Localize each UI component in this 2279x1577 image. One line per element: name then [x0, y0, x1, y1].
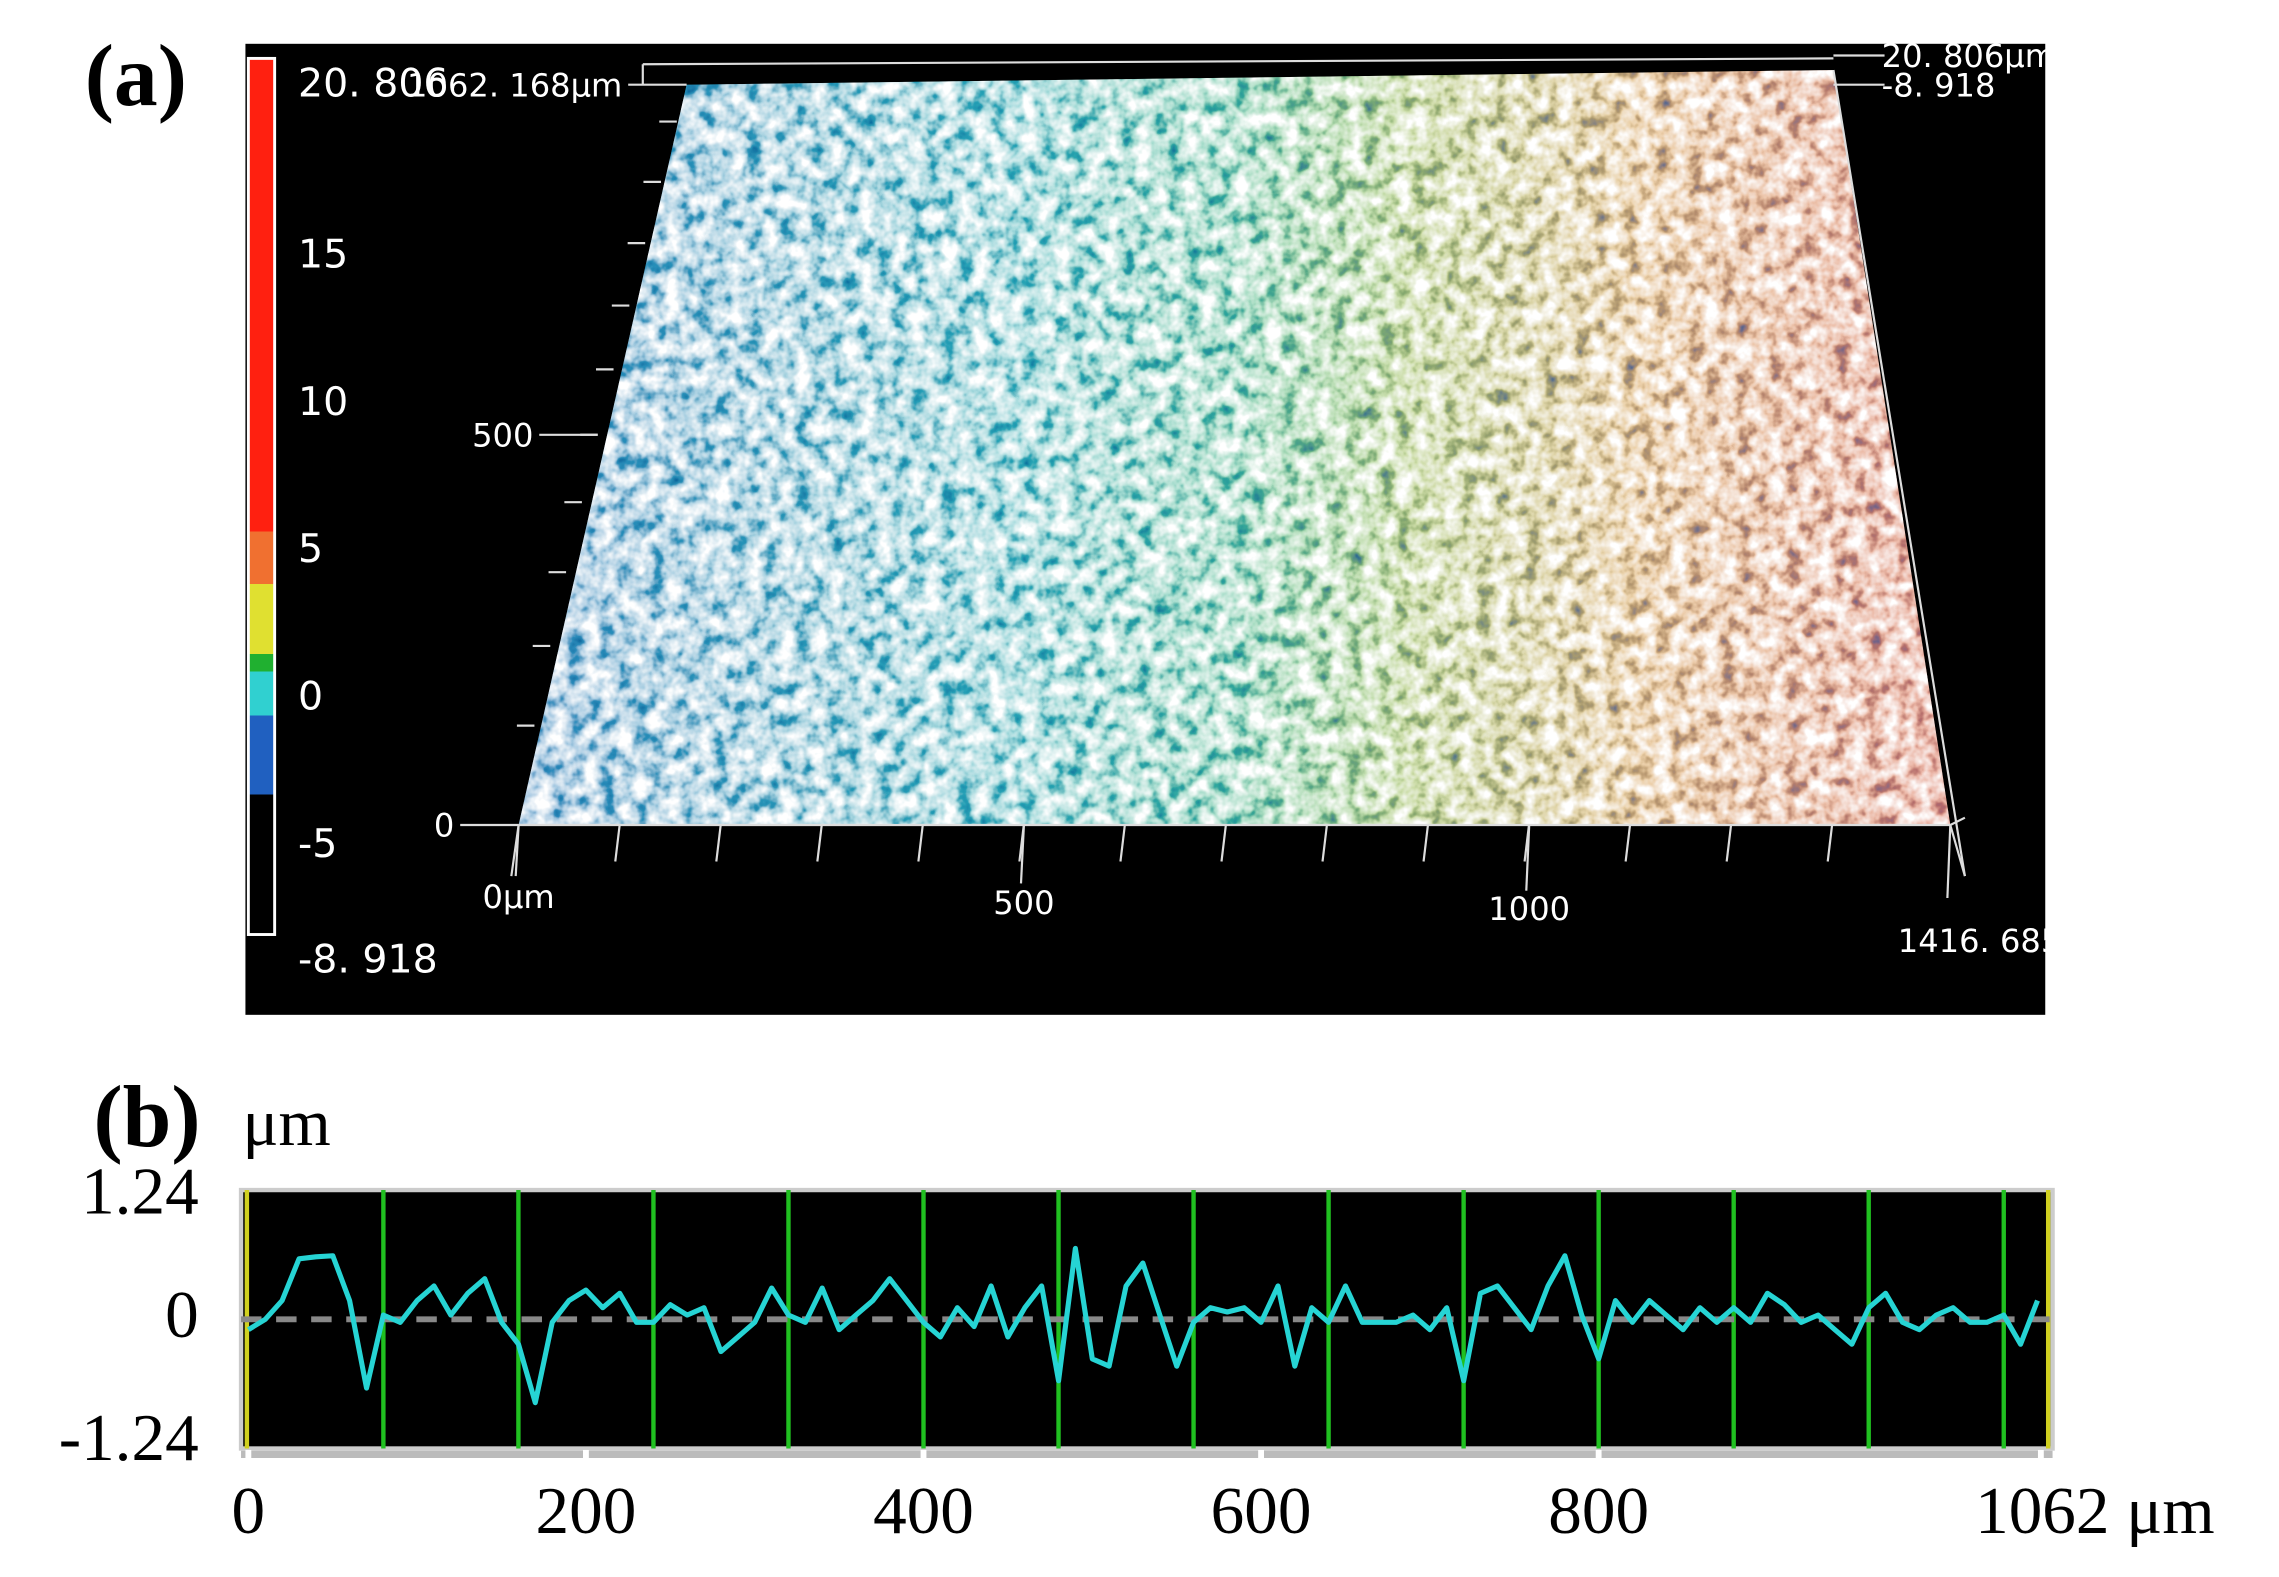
x-tick-label: 1062 μm	[1975, 1473, 2214, 1548]
minor-tick	[1422, 824, 1430, 862]
x-tick	[1258, 1449, 1264, 1461]
x-tick-label: 400	[873, 1473, 974, 1548]
x-tick	[1595, 1449, 1602, 1461]
x-tick-label: 500	[993, 884, 1054, 922]
minor-tick	[1119, 824, 1126, 862]
x-tick	[2037, 1449, 2044, 1461]
colorbar-tick-label: 10	[298, 379, 348, 425]
x-tick-label: 0μm	[483, 878, 555, 916]
x-tick-label: 600	[1211, 1473, 1312, 1548]
x-tick	[1946, 824, 1952, 899]
x-tick-label: 1416. 685	[1898, 922, 2062, 960]
x-tick-label: 200	[536, 1473, 637, 1548]
colorbar-tick-label: 20. 806	[298, 60, 449, 106]
colorbar-tick-label: -5	[298, 821, 337, 867]
colorbar-tick-label: 5	[298, 526, 323, 572]
x-tick	[1525, 824, 1531, 891]
minor-tick	[1725, 824, 1733, 862]
x-tick-label: 800	[1548, 1473, 1649, 1548]
y-tick-label: 0	[434, 807, 454, 845]
colorbar	[246, 56, 277, 936]
colorbar-tick-label: 0	[298, 674, 323, 720]
z-tick-label: 20. 806μm	[1882, 37, 2056, 75]
axis-line	[1832, 69, 1966, 877]
x-tick-label: 0	[232, 1473, 266, 1548]
y-tick-label: 0	[165, 1277, 199, 1352]
minor-tick	[1624, 824, 1632, 862]
colorbar-tick-label: -8. 918	[298, 936, 438, 982]
z-tick-label: -8. 918	[1882, 66, 1996, 104]
x-tick-label: 1000	[1488, 890, 1570, 928]
axis-line	[642, 57, 1834, 66]
minor-tick	[1826, 824, 1834, 862]
minor-tick	[1321, 824, 1328, 862]
profile-line	[247, 1245, 2040, 1406]
surface	[518, 70, 1951, 826]
y-tick-label: 500	[472, 417, 533, 455]
x-tick	[514, 824, 520, 877]
y-tick-label: 1062. 168μm	[407, 66, 622, 104]
x-tick	[1019, 824, 1026, 884]
x-tick	[583, 1449, 589, 1461]
colorbar-tick-label: 15	[298, 232, 348, 278]
x-tick	[920, 1449, 927, 1461]
axis-line	[1949, 816, 1966, 826]
minor-tick	[614, 824, 621, 862]
panel-label: (a)	[85, 27, 187, 124]
minor-tick	[715, 824, 722, 862]
y-tick-label: -1.24	[59, 1400, 199, 1475]
minor-tick	[1220, 824, 1227, 862]
minor-tick	[816, 824, 823, 862]
y-unit: μm	[243, 1085, 331, 1160]
plot-background	[238, 1187, 2055, 1451]
minor-tick	[917, 824, 924, 862]
x-tick	[245, 1449, 252, 1461]
y-tick-label: 1.24	[81, 1153, 199, 1228]
panel-label: (b)	[93, 1068, 200, 1165]
